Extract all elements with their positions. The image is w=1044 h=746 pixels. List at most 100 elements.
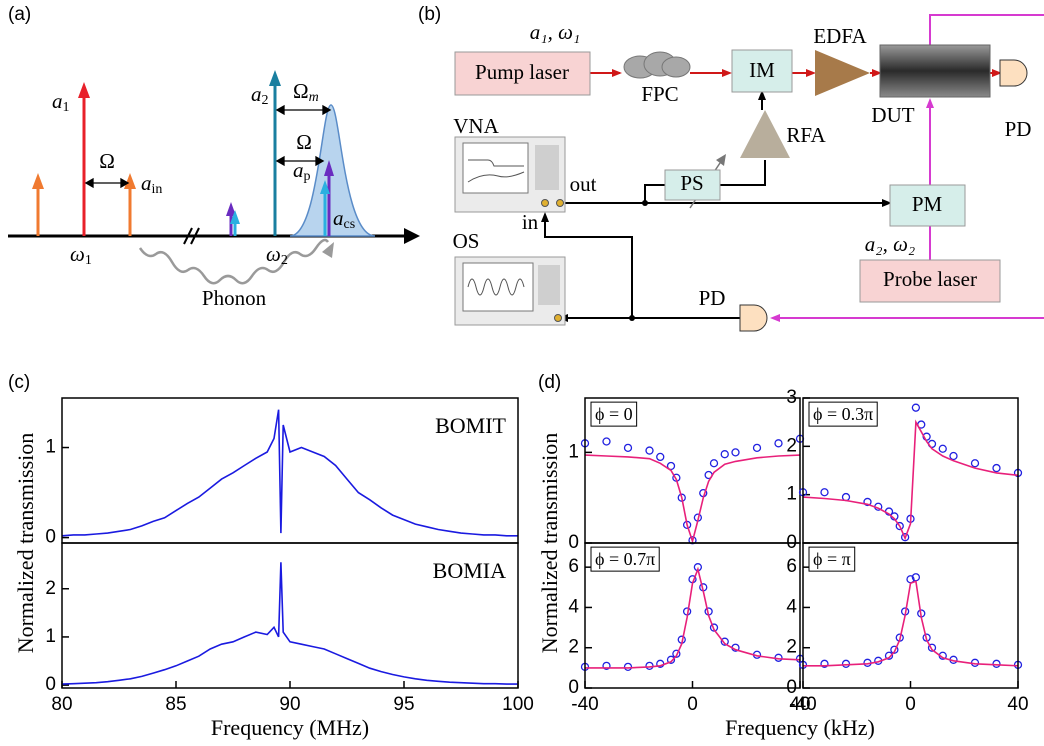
y-tick-label: 0 [45,527,56,548]
arrowhead [78,82,90,98]
y-tick-label: 1 [45,626,56,647]
y-tick-label: 0 [568,677,579,698]
label: ω2 [266,242,288,268]
data-line [585,566,801,669]
detector [999,59,1028,87]
x-tick-label: 40 [789,694,810,715]
panel-label: (c) [8,372,30,393]
label: Ωm [293,79,319,105]
phase-shifter [664,169,721,201]
chart: 0 1 2 80 85 90 95 100 BOMIA [45,542,534,715]
y-tick-label: 4 [568,596,579,617]
y-tick-label: 2 [786,435,797,456]
data-line [802,419,1019,541]
label: DUT [871,103,914,127]
panel-b: (b) Pump laser a₁, ω₁ FPC [418,4,1044,332]
arrowhead [322,242,334,258]
y-tick-label: 2 [786,637,797,658]
data-point [672,649,681,658]
arrowhead [322,104,332,116]
junction [629,315,635,321]
arrowhead [269,70,281,86]
annotation: ϕ = 0.7π [595,549,655,569]
label: in [522,210,539,234]
arrowhead [758,90,766,100]
junction [642,200,648,206]
data-point [927,643,937,652]
annotation-box [808,401,878,427]
fpc-paddle [661,56,691,78]
plot-frame [584,542,801,689]
data-point [820,659,829,668]
data-point [666,461,676,471]
data-line [61,562,518,685]
panel-label: (a) [8,4,31,25]
y-tick-label: 1 [786,484,797,505]
arrowhead [612,69,622,77]
label: a2 [251,82,269,108]
break [190,227,200,245]
x-tick-label: 40 [1007,694,1028,715]
data-point [863,497,872,507]
label: PM [912,192,943,216]
label: FPC [641,82,678,106]
x-tick-label: 80 [51,694,72,715]
screen [462,262,534,312]
data-point [895,521,904,531]
y-axis-label: Normalized transmission [13,433,38,654]
arrowhead [926,98,934,108]
data-point [938,444,947,453]
data-line [803,580,1019,667]
phonon-wave [138,238,330,285]
arrowhead [806,69,816,77]
x-tick-label: 0 [687,694,698,715]
annotation: BOMIT [435,413,506,438]
device [879,44,991,98]
label: PD [699,286,726,310]
x-tick-label: 90 [279,694,300,715]
port [554,314,562,322]
arrowhead [226,202,236,216]
annotation-box [590,401,638,427]
cable [720,160,766,186]
y-tick-label: 0 [45,674,56,695]
arrowhead [120,177,130,189]
x-tick-label: -40 [571,694,598,715]
x-tick-label: 100 [502,694,534,715]
chart: 0 1 BOMIT [45,397,519,548]
plot-frame [61,542,519,689]
pump-laser [454,51,591,96]
label: PS [680,171,703,195]
trace [467,159,525,183]
data-point [970,459,980,468]
probe-laser [859,259,1001,303]
resonance [289,104,376,237]
data-point [992,463,1001,473]
port [541,199,549,207]
arrowhead [716,154,726,166]
label: a₂, ω₂ [865,232,915,256]
label: a1 [52,89,70,115]
data-point [949,451,958,461]
arrowhead [722,69,732,77]
data-point [688,536,697,545]
arrowhead [404,228,420,244]
label: ain [141,171,162,197]
data-line [61,409,518,537]
data-point [645,446,654,455]
arrowhead [320,180,330,194]
data-point [890,645,899,654]
panel-label: (d) [538,372,561,393]
arrowhead [32,173,44,189]
data-point [623,443,633,452]
data-point [709,623,719,632]
label: out [570,172,597,196]
arrowhead [882,199,892,207]
label: ω1 [70,242,92,268]
y-tick-label: 2 [568,637,579,658]
modulator [889,184,966,227]
y-tick-label: 6 [568,556,579,577]
